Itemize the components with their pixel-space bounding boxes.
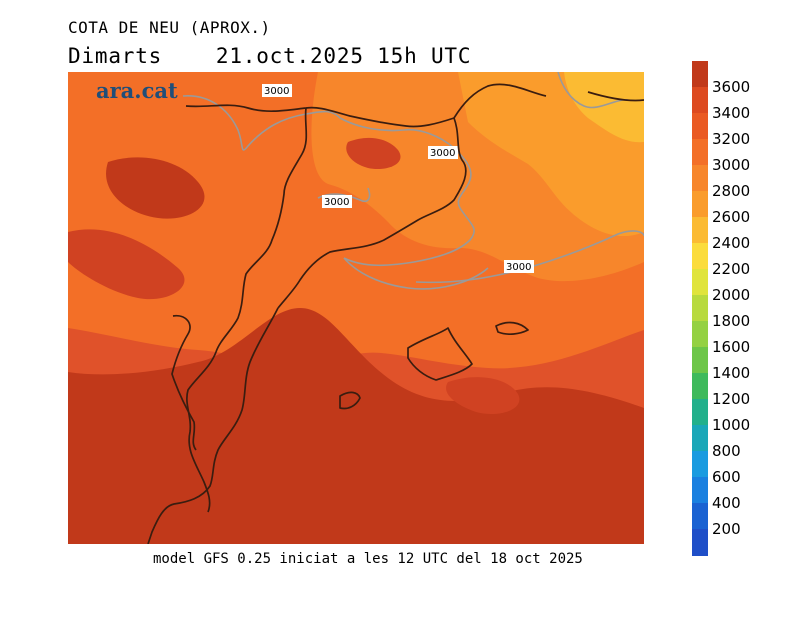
colorbar-segment [692, 477, 708, 504]
colorbar-segment [692, 61, 708, 88]
french-coast [277, 117, 467, 309]
brand-logo: ara.cat [96, 78, 178, 103]
date-time-label: 21.oct.2025 15h UTC [215, 44, 472, 68]
colorbar-segment [692, 373, 708, 400]
weekday-label: Dimarts [68, 44, 163, 68]
colorbar-tick-label: 2600 [712, 208, 751, 226]
snow-level-map: 3000 3000 3000 3000 [68, 72, 644, 544]
colorbar-segment [692, 399, 708, 426]
colorbar-tick-label: 2000 [712, 286, 751, 304]
mallorca [407, 327, 473, 381]
colorbar-segment [692, 217, 708, 244]
north-coast [453, 83, 547, 119]
colorbar-segment [692, 295, 708, 322]
colorbar-tick-label: 3600 [712, 78, 751, 96]
colorbar-tick-label: 1000 [712, 416, 751, 434]
colorbar [692, 61, 708, 556]
field-band-yellow [564, 72, 644, 143]
colorbar-tick-label: 600 [712, 468, 741, 486]
field-patch-dark-4 [446, 377, 520, 414]
colorbar-segment [692, 165, 708, 192]
colorbar-tick-label: 1200 [712, 390, 751, 408]
catalan-coast [147, 307, 279, 544]
colorbar-tick-label: 2400 [712, 234, 751, 252]
colorbar-tick-label: 1800 [712, 312, 751, 330]
pyrenees-border [185, 104, 455, 128]
colorbar-tick-label: 3400 [712, 104, 751, 122]
contour-label-bg [262, 84, 292, 97]
contour-3000-lines [182, 72, 644, 290]
colorbar-tick-label: 1400 [712, 364, 751, 382]
contour-label: 3000 [324, 197, 349, 208]
contour-label-bg [322, 195, 352, 208]
colorbar-segment [692, 321, 708, 348]
colorbar-segment [692, 503, 708, 530]
map-title: COTA DE NEU (APROX.) [68, 18, 271, 37]
colorbar-segment [692, 139, 708, 166]
contour-label-bg [504, 260, 534, 273]
colorbar-segment [692, 451, 708, 478]
inland-border [186, 107, 308, 513]
border-segment [587, 91, 644, 102]
colorbar-segment [692, 529, 708, 556]
spain-border-west [171, 314, 197, 451]
field-patch-dark-3 [346, 137, 401, 170]
field-patch-dark-2 [68, 229, 185, 300]
contour-label: 3000 [264, 86, 289, 97]
menorca [495, 321, 529, 336]
map-datetime: Dimarts 21.oct.2025 15h UTC [68, 44, 471, 68]
colorbar-tick-label: 3000 [712, 156, 751, 174]
ibiza [339, 391, 361, 410]
colorbar-tick-label: 400 [712, 494, 741, 512]
colorbar-tick-label: 2200 [712, 260, 751, 278]
colorbar-segment [692, 191, 708, 218]
colorbar-tick-label: 1600 [712, 338, 751, 356]
contour-label: 3000 [506, 262, 531, 273]
colorbar-tick-label: 2800 [712, 182, 751, 200]
colorbar-segment [692, 347, 708, 374]
colorbar-segment [692, 113, 708, 140]
contour-label-bg [428, 146, 458, 159]
field-core-dark [68, 308, 644, 544]
colorbar-segment [692, 243, 708, 270]
colorbar-segment [692, 87, 708, 114]
contour-label: 3000 [430, 148, 455, 159]
colorbar-tick-label: 200 [712, 520, 741, 538]
colorbar-segment [692, 269, 708, 296]
coastlines-borders [147, 83, 644, 544]
model-footnote: model GFS 0.25 iniciat a les 12 UTC del … [153, 551, 583, 567]
contour-labels: 3000 3000 3000 3000 [262, 84, 534, 273]
colorbar-tick-label: 3200 [712, 130, 751, 148]
field-patch-dark-1 [106, 157, 205, 219]
colorbar-segment [692, 425, 708, 452]
colorbar-tick-label: 800 [712, 442, 741, 460]
